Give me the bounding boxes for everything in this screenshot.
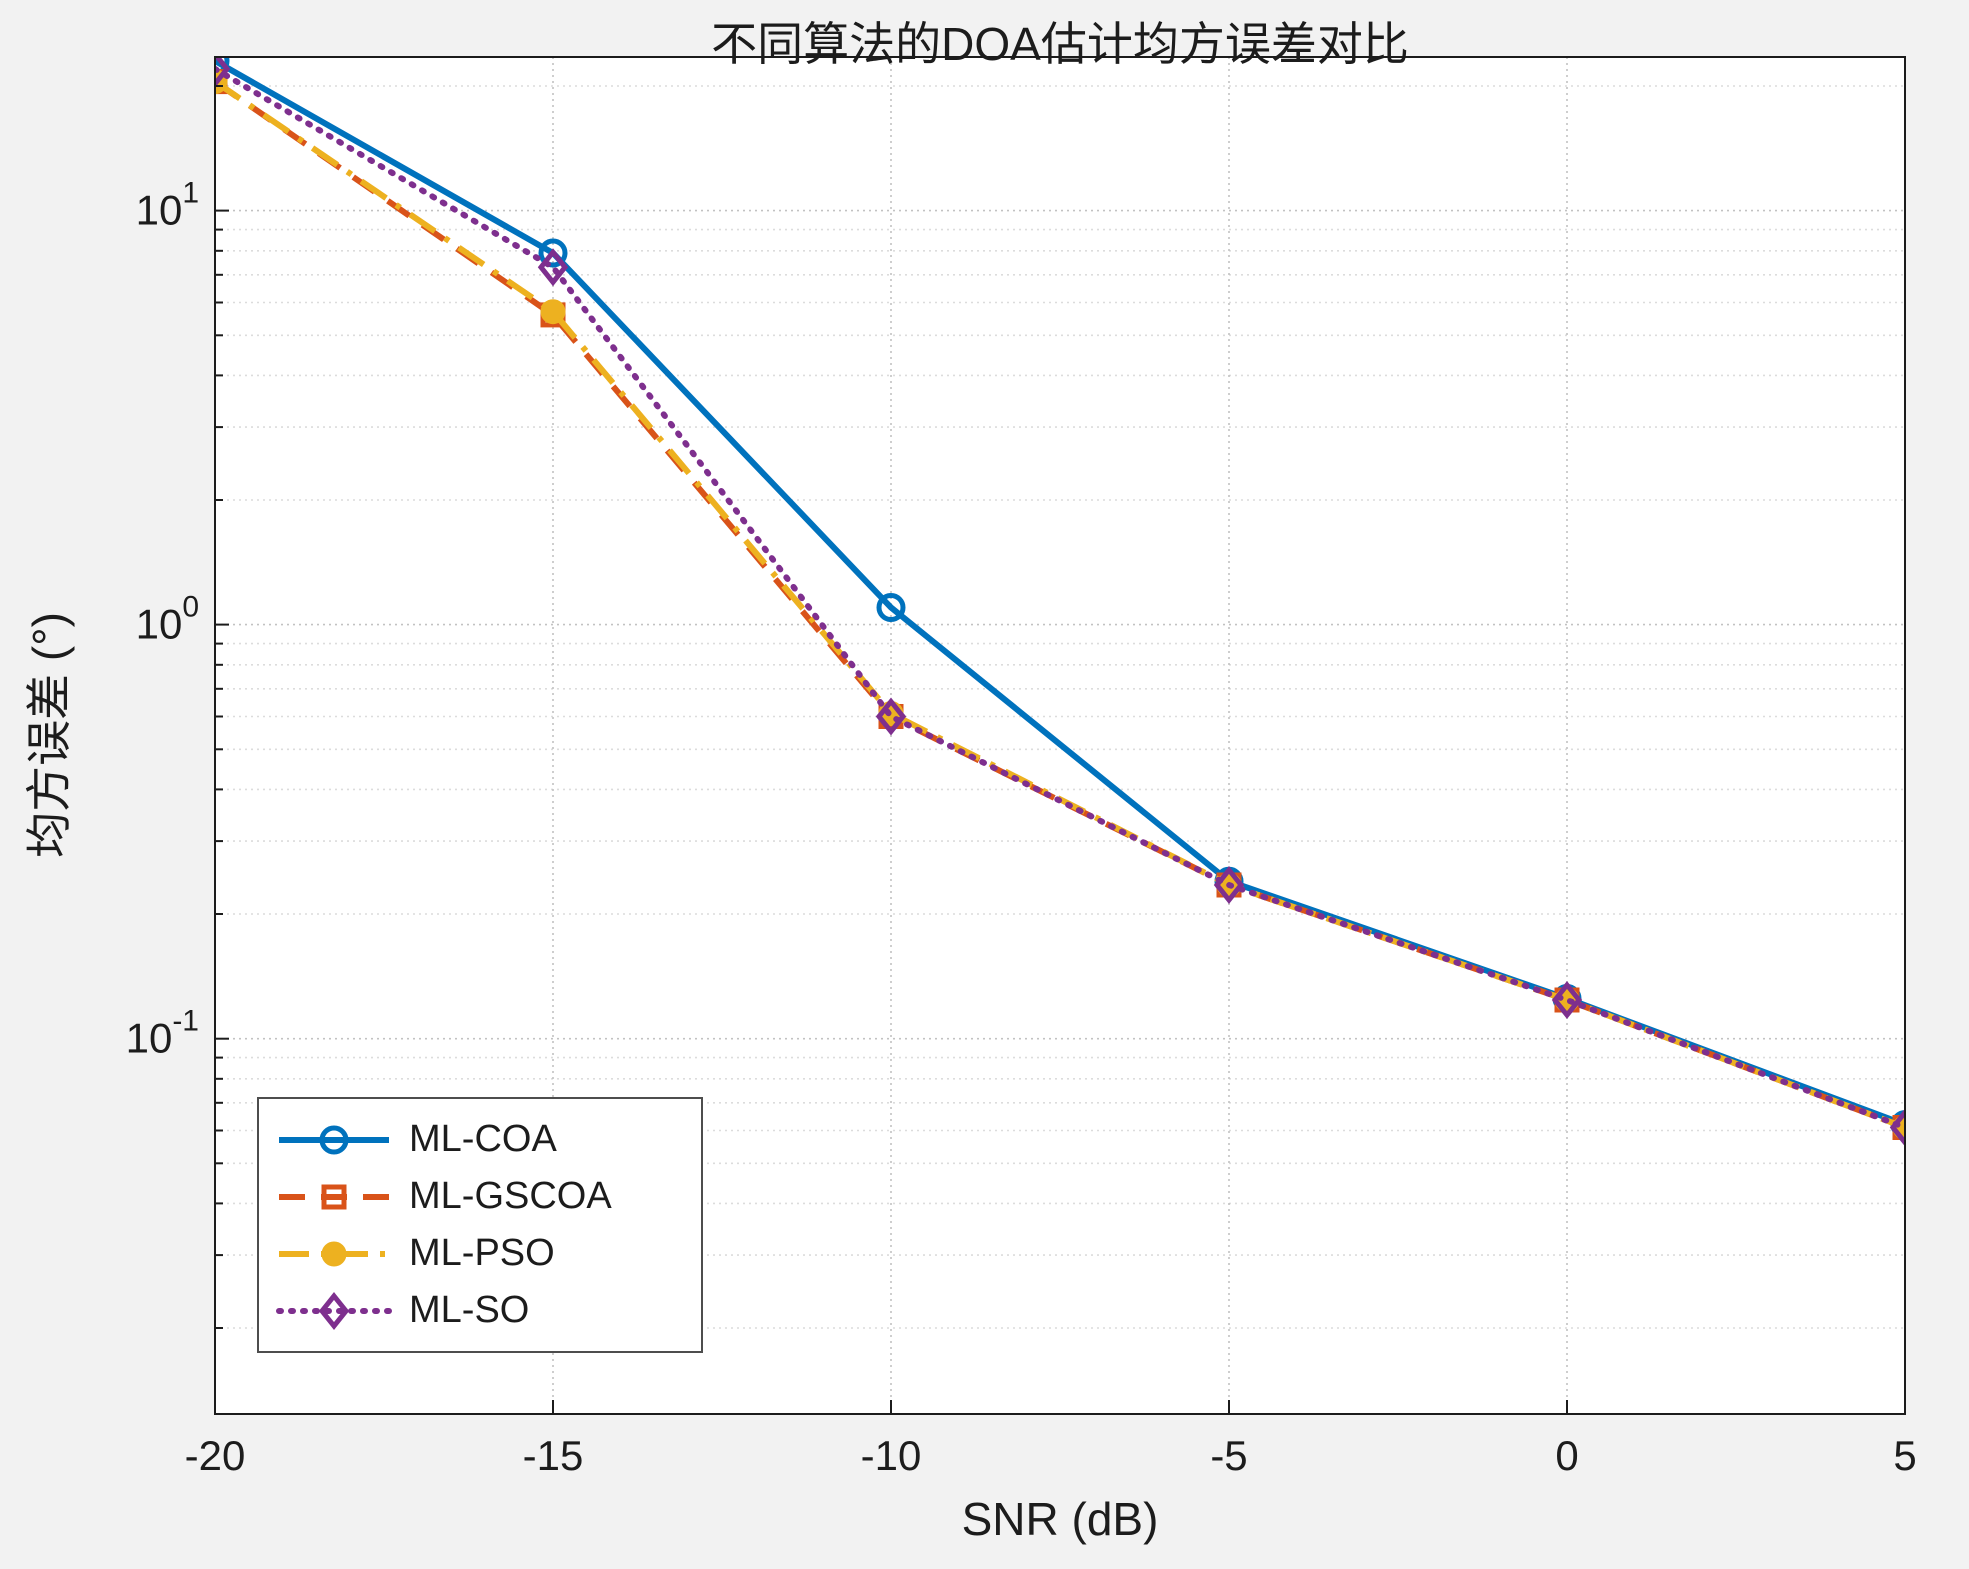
y-axis-label: 均方误差 (°) — [23, 612, 75, 858]
x-tick-label: 5 — [1893, 1432, 1916, 1479]
diamond-marker-icon — [875, 697, 907, 736]
x-axis-label: SNR (dB) — [961, 1493, 1159, 1545]
legend-label: ML-PSO — [409, 1232, 555, 1274]
legend-sample-ML-PSO — [279, 1241, 389, 1266]
legend-sample-ML-COA — [279, 1125, 389, 1154]
legend-sample-ML-GSCOA — [279, 1184, 389, 1209]
legend-label: ML-SO — [409, 1289, 530, 1331]
legend-sample-ML-SO — [276, 1291, 392, 1330]
diamond-marker-icon — [318, 1291, 350, 1330]
x-tick-label: -20 — [185, 1432, 246, 1479]
filled-circle-marker-icon — [321, 1241, 347, 1266]
series-ML-SO — [215, 57, 1905, 1147]
filled-circle-marker-icon — [540, 299, 566, 325]
diamond-marker-icon — [1213, 865, 1245, 905]
legend-item-ML-PSO: ML-PSO — [259, 1225, 701, 1282]
axes-box — [214, 56, 1906, 1415]
series-markers-ML-SO — [215, 57, 1905, 1147]
diamond-marker-icon — [1551, 980, 1583, 1020]
x-tick-label: -5 — [1210, 1432, 1247, 1479]
legend-item-ML-GSCOA: ML-GSCOA — [259, 1168, 701, 1225]
series-line-ML-SO — [215, 65, 1905, 1131]
legend-item-ML-SO: ML-SO — [259, 1282, 701, 1339]
legend: ML-COA ML-GSCOA ML-PSO ML-SO — [257, 1097, 703, 1353]
y-tick-label: 100 — [136, 591, 199, 648]
axis-ticks — [214, 85, 1906, 1414]
y-tick-label: 10-1 — [126, 1005, 199, 1062]
diamond-marker-icon — [537, 248, 569, 287]
circle-marker-icon — [215, 57, 230, 76]
legend-item-ML-COA: ML-COA — [259, 1111, 701, 1168]
chart-title: 不同算法的DOA估计均方误差对比 — [711, 18, 1409, 70]
square-marker-icon — [321, 1184, 347, 1209]
x-tick-label: 0 — [1555, 1432, 1578, 1479]
x-tick-label: -15 — [523, 1432, 584, 1479]
y-tick-label: 101 — [136, 177, 199, 234]
x-tick-label: -10 — [861, 1432, 922, 1479]
legend-label: ML-GSCOA — [409, 1175, 612, 1217]
diamond-marker-icon — [215, 57, 231, 88]
legend-label: ML-COA — [409, 1118, 557, 1160]
diamond-marker-icon — [1889, 1108, 1905, 1147]
circle-marker-icon — [319, 1125, 349, 1154]
circle-marker-icon — [538, 238, 568, 268]
circle-marker-icon — [876, 593, 906, 622]
